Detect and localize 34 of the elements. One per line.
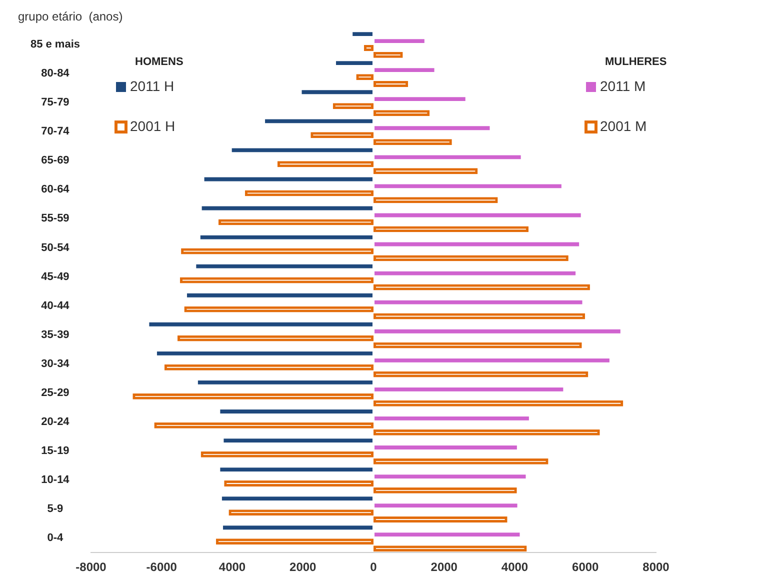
x-tick-label: 8000 xyxy=(642,560,670,574)
y-tick-label: 15-19 xyxy=(41,445,70,458)
x-tick-label: -8000 xyxy=(76,560,107,574)
y-tick-label: 50-54 xyxy=(41,242,70,254)
legend-label: 2011 M xyxy=(600,78,646,94)
y-tick-label: 40-44 xyxy=(41,300,70,312)
x-tick-label: 2000 xyxy=(430,560,458,574)
y-tick-label: 10-14 xyxy=(41,474,70,486)
x-tick-label: 6000 xyxy=(572,560,600,574)
y-tick-label: 85 e mais xyxy=(30,38,80,51)
x-tick-label: 4000 xyxy=(501,560,528,574)
legend-label: 2001 M xyxy=(600,118,647,134)
y-tick-label: 60-64 xyxy=(41,184,70,196)
y-tick-label: 0-4 xyxy=(47,532,64,544)
legend-label: 2001 H xyxy=(130,118,176,134)
x-tick-label: 4000 xyxy=(218,560,246,574)
y-tick-label: 20-24 xyxy=(41,416,70,428)
y-tick-label: 75-79 xyxy=(41,96,70,109)
y-tick-label: 80-84 xyxy=(41,68,70,80)
y-tick-label: 55-59 xyxy=(41,212,70,225)
y-tick-label: 30-34 xyxy=(41,358,70,370)
x-tick-label: 2000 xyxy=(290,560,317,574)
x-tick-label: 0 xyxy=(370,560,378,574)
legend-label: 2011 H xyxy=(130,78,174,94)
y-tick-label: 65-69 xyxy=(41,154,70,167)
y-axis-title: grupo etário (anos) xyxy=(18,9,123,24)
x-tick-label: -6000 xyxy=(146,560,178,574)
y-tick-label: 70-74 xyxy=(41,126,70,138)
y-tick-label: 25-29 xyxy=(41,386,70,399)
annotation: MULHERES xyxy=(605,56,667,68)
y-tick-label: 5-9 xyxy=(47,503,64,516)
y-tick-label: 35-39 xyxy=(41,328,70,341)
y-tick-label: 45-49 xyxy=(41,270,70,283)
annotation: HOMENS xyxy=(135,56,184,68)
